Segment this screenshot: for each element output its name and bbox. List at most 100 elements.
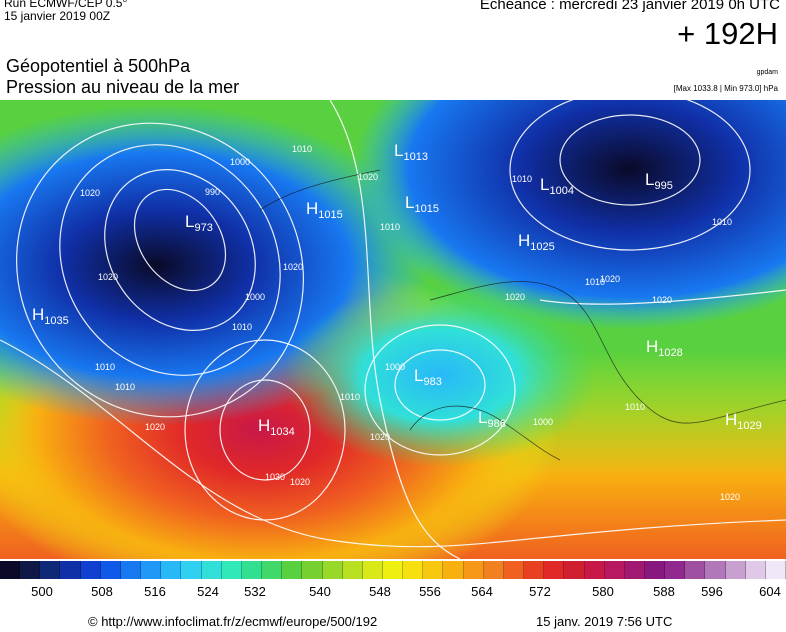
color-scale-swatch (564, 561, 585, 579)
color-scale-swatch (141, 561, 162, 579)
generated-date: 15 janv. 2019 7:56 UTC (536, 614, 673, 629)
color-scale-swatch (443, 561, 464, 579)
color-scale-swatch (181, 561, 202, 579)
color-scale-tick-label: 532 (244, 584, 266, 599)
color-scale-swatch (161, 561, 182, 579)
map-title-line1: Géopotentiel à 500hPa (6, 56, 191, 76)
isobar-value-label: 1020 (358, 172, 378, 182)
isobar-value-label: 1000 (533, 417, 553, 427)
isobar-value-label: 1020 (80, 188, 100, 198)
color-scale-swatch (362, 561, 383, 579)
pressure-system-label: L995 (645, 170, 673, 192)
color-scale-tick-label: 508 (91, 584, 113, 599)
color-scale-swatch (705, 561, 726, 579)
color-scale-swatch (584, 561, 605, 579)
isobar-value-label: 1000 (385, 362, 405, 372)
pressure-system-label: L1013 (394, 141, 428, 163)
isobar-value-label: 1020 (370, 432, 390, 442)
color-scale-swatch (645, 561, 666, 579)
color-scale-swatch (80, 561, 101, 579)
forecast-valid-time: Echéance : mercredi 23 janvier 2019 0h U… (479, 0, 780, 13)
color-scale-swatch (604, 561, 625, 579)
isobar-value-label: 1010 (115, 382, 135, 392)
color-scale-swatch (463, 561, 484, 579)
color-scale-swatch (524, 561, 545, 579)
units-label: gpdam (756, 69, 778, 76)
color-scale-swatch (403, 561, 424, 579)
color-scale-swatch (241, 561, 263, 579)
color-scale-swatch (120, 561, 142, 579)
map-title-line2: Pression au niveau de la mer (6, 77, 240, 97)
color-scale (0, 561, 786, 579)
color-scale-tick-label: 548 (369, 584, 391, 599)
pressure-system-label: L1004 (540, 175, 574, 197)
color-scale-swatch (60, 561, 81, 579)
isobar-value-label: 1020 (283, 262, 303, 272)
isobar-value-label: 1010 (292, 144, 312, 154)
color-scale-swatch (262, 561, 283, 579)
color-scale-swatch (544, 561, 565, 579)
pressure-system-label: L973 (185, 212, 213, 234)
color-scale-swatch (282, 561, 303, 579)
isobar-value-label: 1010 (95, 362, 115, 372)
color-scale-swatch (503, 561, 525, 579)
color-scale-tick-label: 604 (759, 584, 781, 599)
color-scale-swatch (725, 561, 746, 579)
isobar-value-label: 1020 (505, 292, 525, 302)
pressure-system-label: L1015 (405, 193, 439, 215)
isobar-value-label: 1020 (652, 295, 672, 305)
pressure-system-label: H1034 (258, 416, 295, 438)
isobar-value-label: 1010 (380, 222, 400, 232)
color-scale-swatch (221, 561, 242, 579)
color-scale-tick-label: 540 (309, 584, 331, 599)
isobar-value-label: 1030 (265, 472, 285, 482)
color-scale-tick-label: 516 (144, 584, 166, 599)
color-scale-tick-label: 564 (471, 584, 493, 599)
color-scale-swatch (0, 561, 21, 579)
color-scale-ticks: 500 508 516 524 532 540 548 556 564 572 580 588 596 6… (0, 584, 786, 600)
isobar-value-label: 1020 (720, 492, 740, 502)
color-scale-swatch (322, 561, 343, 579)
pressure-system-label: H1029 (725, 410, 762, 432)
source-url: © http://www.infoclimat.fr/z/ecmwf/europ… (88, 614, 378, 629)
isobar-value-label: 1010 (625, 402, 645, 412)
max-min-label: [Max 1033.8 | Min 973.0] hPa (673, 84, 778, 93)
color-scale-swatch (302, 561, 323, 579)
color-scale-swatch (665, 561, 686, 579)
isobar-value-label: 990 (205, 187, 220, 197)
color-scale-tick-label: 572 (529, 584, 551, 599)
pressure-system-label: H1025 (518, 231, 555, 253)
pressure-system-label: L986 (478, 408, 506, 430)
color-scale-tick-label: 500 (31, 584, 53, 599)
pressure-system-label: H1035 (32, 305, 69, 327)
isobar-value-label: 1000 (245, 292, 265, 302)
isobar-value-label: 1020 (290, 477, 310, 487)
color-scale-swatch (624, 561, 645, 579)
run-label: Run ECMWF/CEP 0.5° (4, 0, 128, 10)
color-scale-swatch (765, 561, 786, 579)
color-scale-swatch (423, 561, 444, 579)
color-scale-swatch (382, 561, 404, 579)
isobar-value-label: 1000 (230, 157, 250, 167)
color-scale-tick-label: 524 (197, 584, 219, 599)
color-scale-swatch (40, 561, 61, 579)
isobar-value-label: 1010 (232, 322, 252, 332)
lead-time: + 192H (677, 16, 778, 51)
forecast-map: L973 L1013 H1015 L1015 L1004 L995 H1025 H1035 H1… (0, 100, 786, 559)
color-scale-tick-label: 588 (653, 584, 675, 599)
color-scale-swatch (100, 561, 121, 579)
color-scale-swatch (20, 561, 41, 579)
color-scale-tick-label: 580 (592, 584, 614, 599)
pressure-system-label: L983 (414, 366, 442, 388)
color-scale-swatch (483, 561, 504, 579)
pressure-system-label: H1028 (646, 337, 683, 359)
isobar-value-label: 1010 (712, 217, 732, 227)
color-scale-swatch (745, 561, 766, 579)
color-scale-swatch (342, 561, 363, 579)
isobar-value-label: 1010 (512, 174, 532, 184)
isobar-value-label: 1010 (585, 277, 605, 287)
isobar-value-label: 1020 (98, 272, 118, 282)
color-scale-swatch (201, 561, 222, 579)
color-scale-tick-label: 556 (419, 584, 441, 599)
pressure-system-label: H1015 (306, 199, 343, 221)
